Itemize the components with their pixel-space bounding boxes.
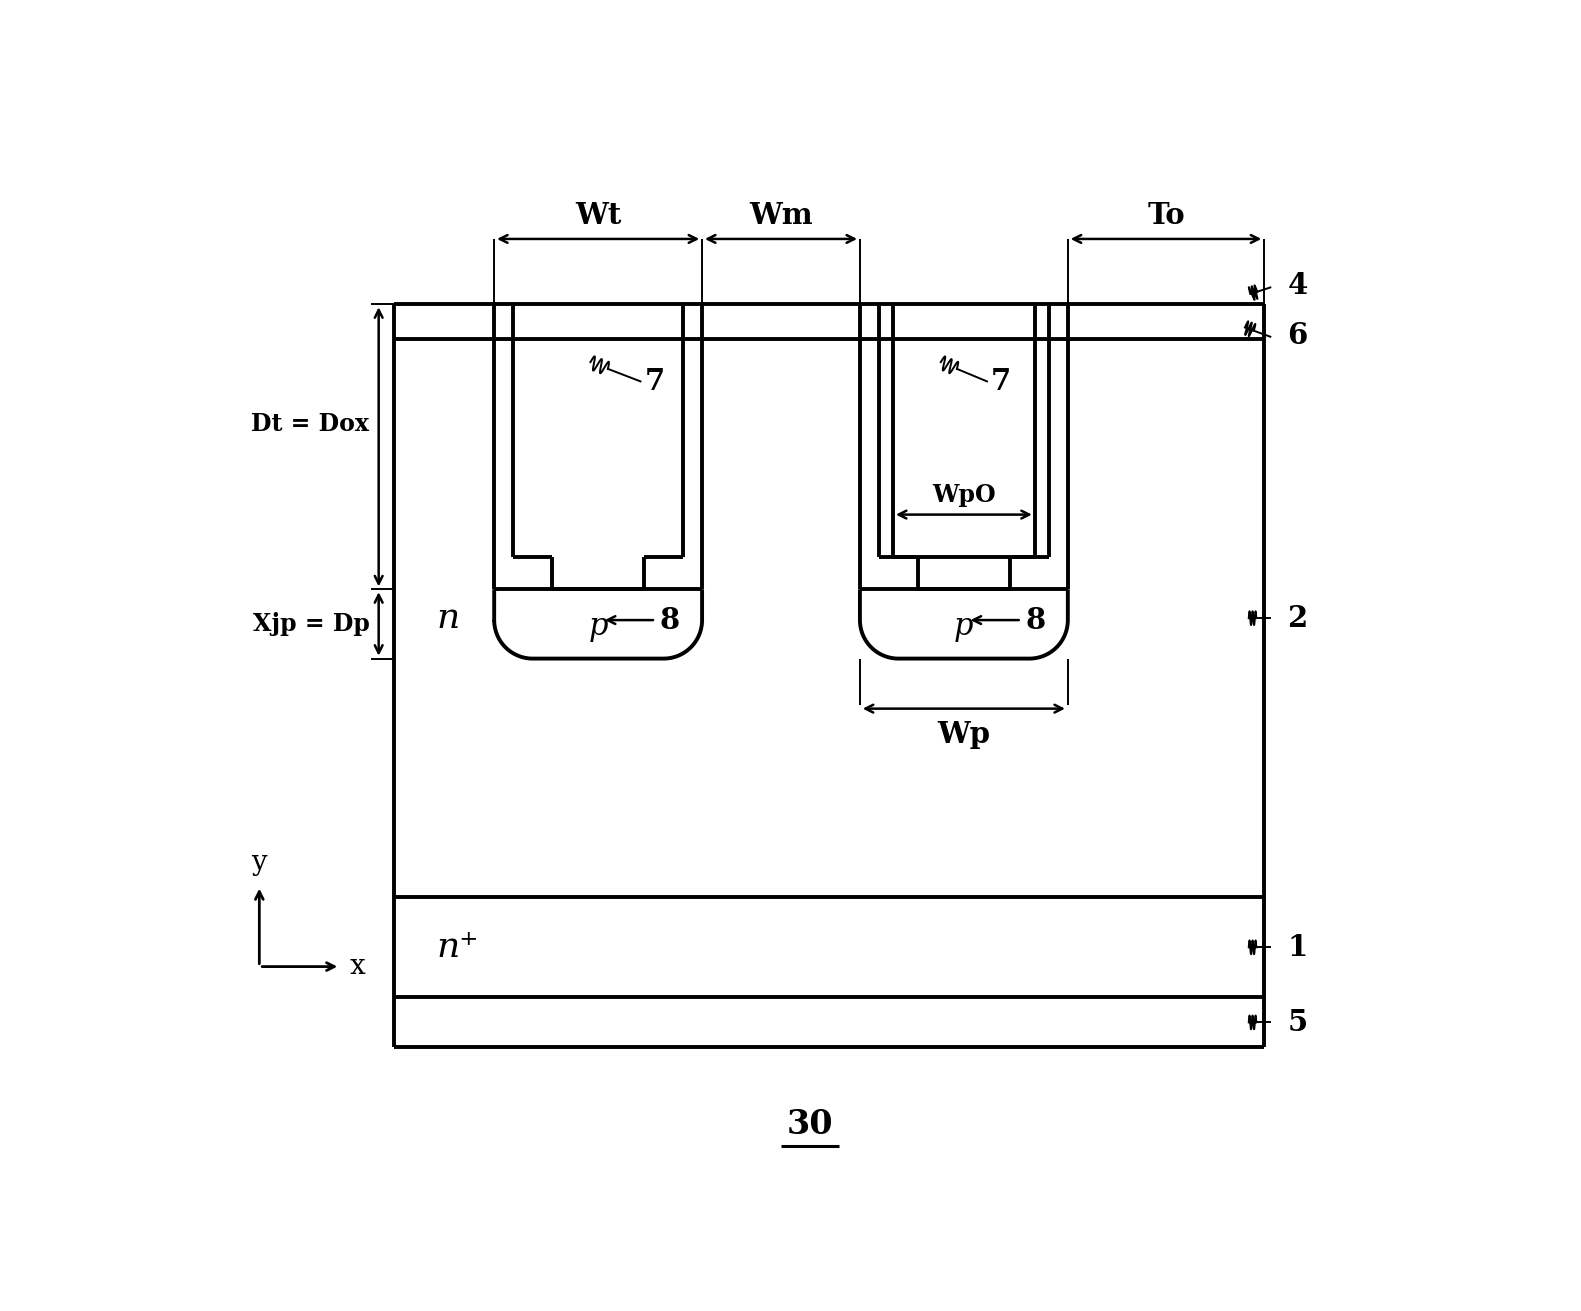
Text: 8: 8: [659, 606, 680, 635]
Text: n: n: [436, 602, 460, 635]
Text: 30: 30: [787, 1108, 833, 1141]
Text: p: p: [953, 611, 974, 641]
Text: WpO: WpO: [933, 482, 996, 507]
Text: 7: 7: [645, 367, 664, 396]
Text: 2: 2: [1287, 603, 1307, 633]
Text: 1: 1: [1287, 933, 1307, 962]
Text: y: y: [251, 850, 267, 877]
Text: x: x: [349, 953, 365, 981]
Text: Wm: Wm: [749, 201, 813, 229]
Text: 8: 8: [1026, 606, 1045, 635]
Text: 7: 7: [991, 367, 1012, 396]
Text: 5: 5: [1287, 1008, 1307, 1037]
Text: n⁺: n⁺: [436, 931, 479, 965]
Text: 6: 6: [1287, 321, 1307, 350]
Text: Dt = Dox: Dt = Dox: [251, 412, 370, 435]
Text: p: p: [588, 611, 607, 641]
Text: Xjp = Dp: Xjp = Dp: [253, 612, 370, 636]
Text: Wp: Wp: [938, 720, 990, 749]
Text: To: To: [1148, 201, 1184, 229]
Text: 4: 4: [1287, 270, 1307, 300]
Text: Wt: Wt: [575, 201, 621, 229]
